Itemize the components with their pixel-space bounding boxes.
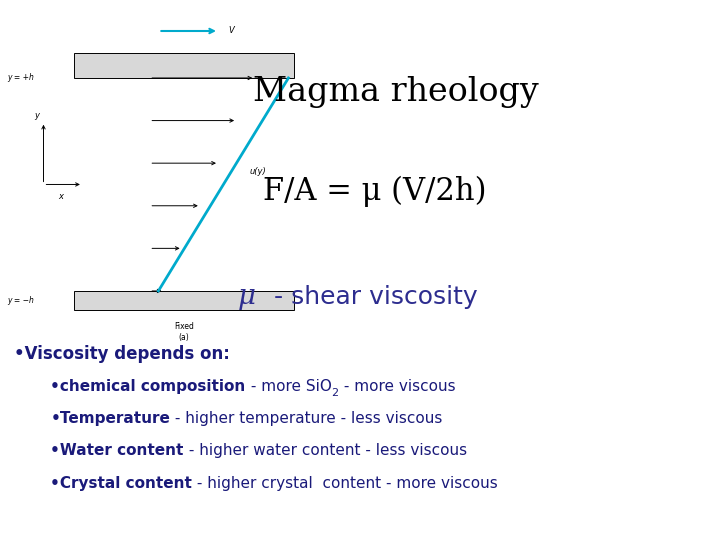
Text: •Water content: •Water content bbox=[50, 443, 184, 458]
Text: y: y bbox=[35, 111, 40, 120]
Bar bbox=[73, 291, 294, 310]
Text: •Viscosity depends on:: •Viscosity depends on: bbox=[14, 345, 230, 363]
Text: - higher temperature - less viscous: - higher temperature - less viscous bbox=[170, 411, 443, 426]
Text: •Temperature: •Temperature bbox=[50, 411, 170, 426]
Text: y = −h: y = −h bbox=[7, 296, 34, 305]
Text: V: V bbox=[228, 26, 234, 36]
Text: - higher water content - less viscous: - higher water content - less viscous bbox=[184, 443, 467, 458]
Text: (a): (a) bbox=[179, 333, 189, 342]
Text: x: x bbox=[58, 192, 63, 201]
Text: 2: 2 bbox=[331, 388, 338, 397]
Text: •Crystal content: •Crystal content bbox=[50, 476, 192, 491]
Text: - more viscous: - more viscous bbox=[338, 379, 455, 394]
Text: F/A = μ (V/2h): F/A = μ (V/2h) bbox=[263, 176, 486, 207]
Text: Magma rheology: Magma rheology bbox=[253, 76, 539, 108]
Text: •chemical composition: •chemical composition bbox=[50, 379, 246, 394]
Text: y = +h: y = +h bbox=[7, 73, 34, 83]
Text: - more SiO: - more SiO bbox=[246, 379, 331, 394]
Text: - higher crystal  content - more viscous: - higher crystal content - more viscous bbox=[192, 476, 498, 491]
Text: - shear viscosity: - shear viscosity bbox=[266, 285, 478, 309]
Text: Fixed: Fixed bbox=[174, 322, 194, 331]
Text: u(y): u(y) bbox=[249, 167, 266, 177]
Text: μ: μ bbox=[238, 284, 256, 310]
Bar bbox=[73, 53, 294, 78]
